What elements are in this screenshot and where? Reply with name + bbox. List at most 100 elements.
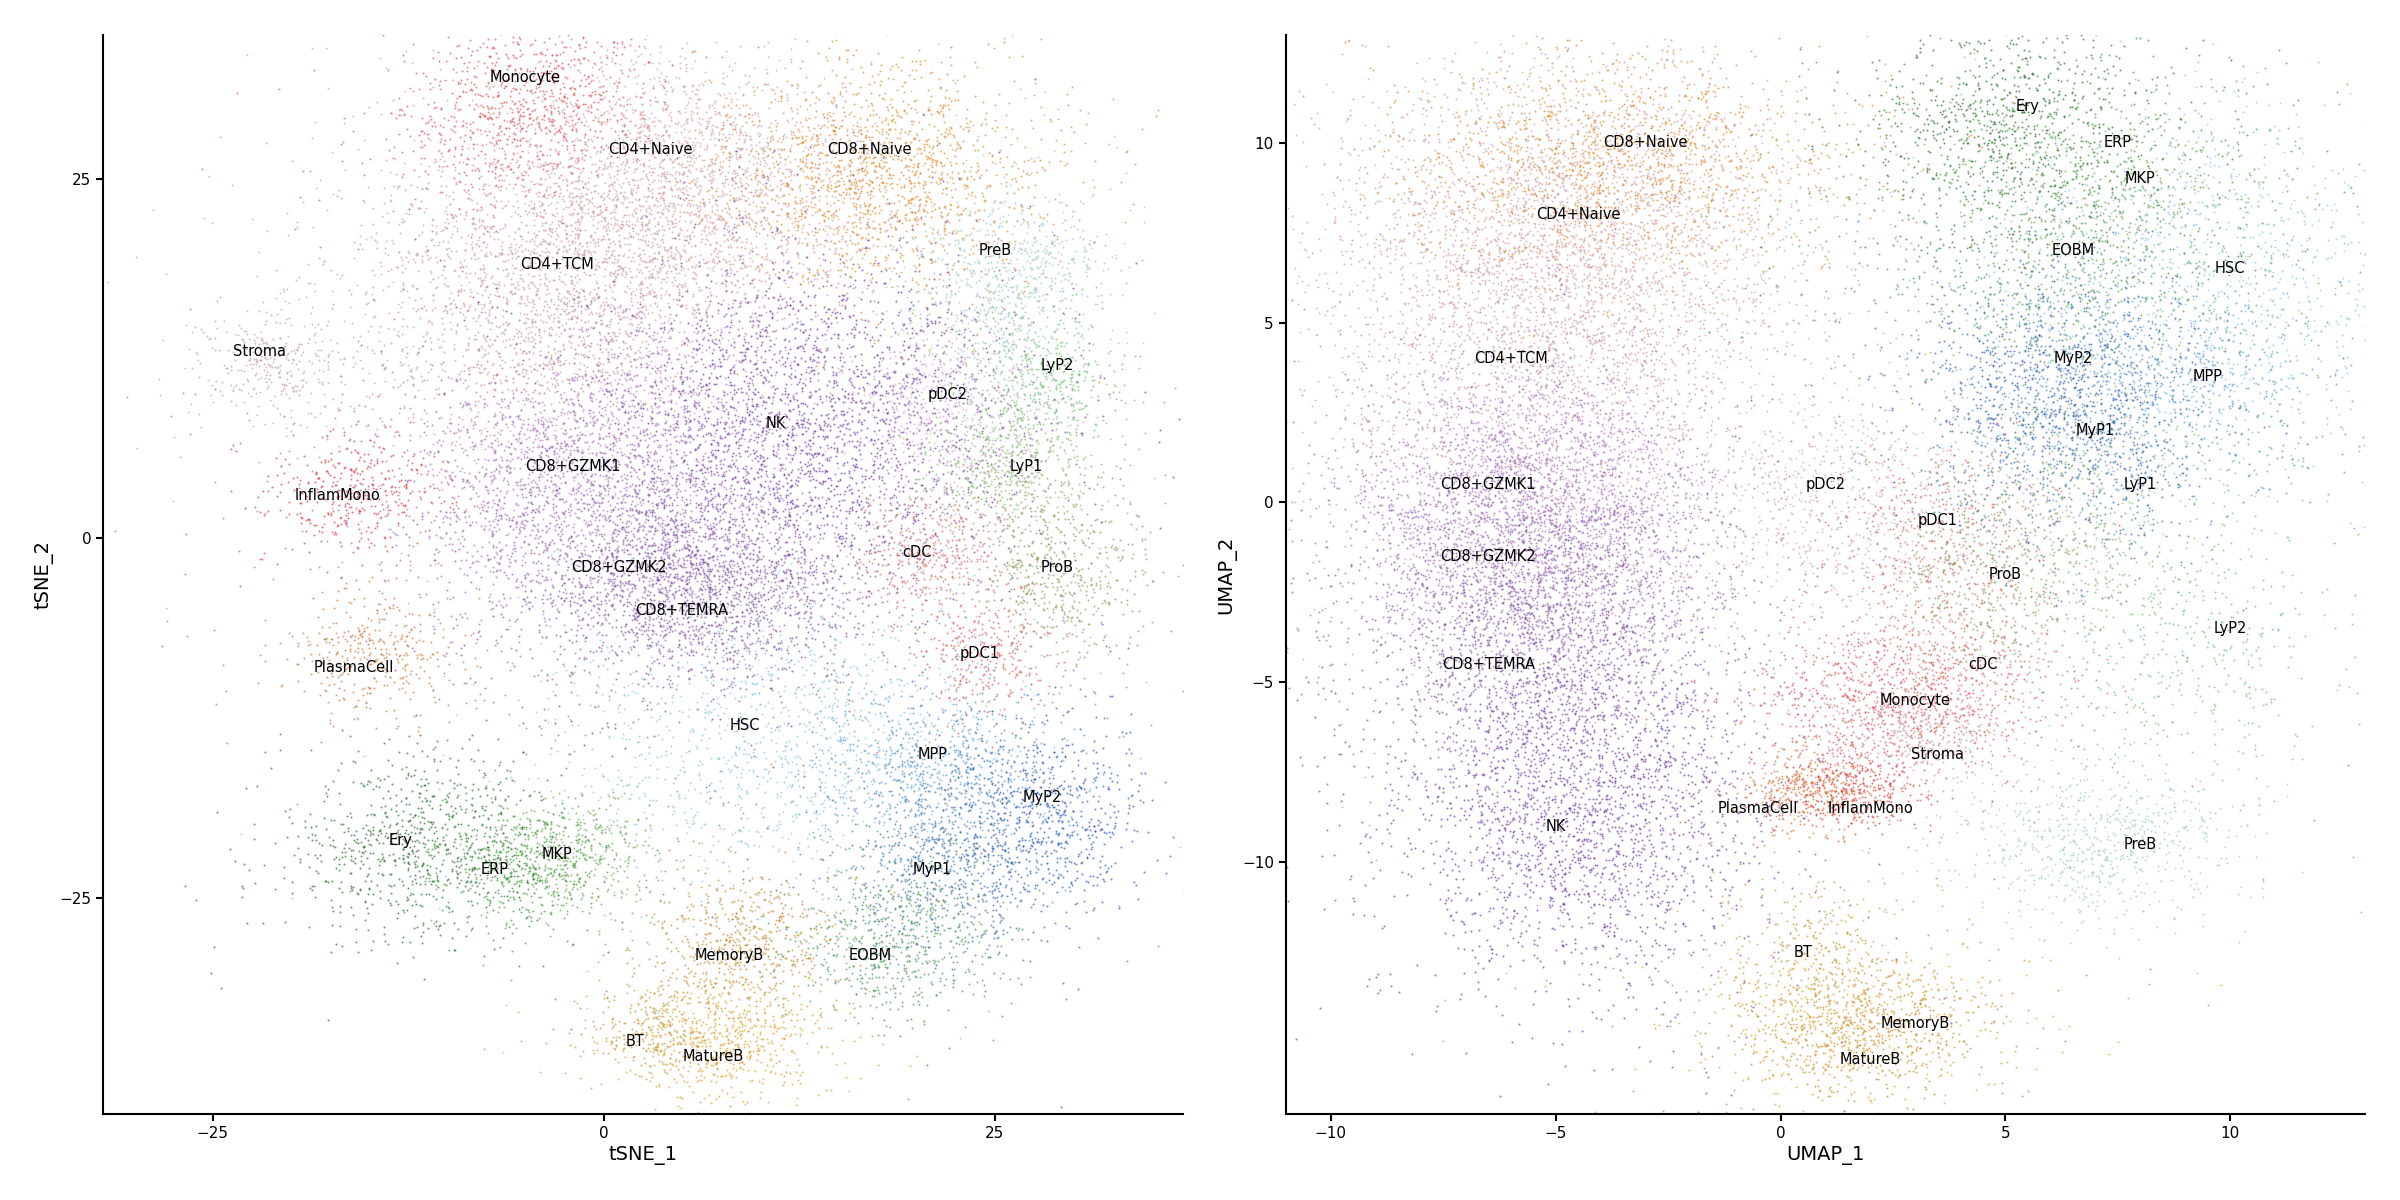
Point — [797, 173, 835, 192]
Point — [1680, 654, 1718, 673]
Point — [2378, 276, 2400, 295]
Point — [986, 402, 1025, 421]
Point — [1699, 168, 1738, 187]
Point — [312, 629, 350, 648]
Point — [1651, 569, 1690, 588]
Point — [1764, 524, 1802, 544]
Point — [1567, 428, 1606, 448]
Point — [1560, 562, 1598, 581]
Point — [1954, 497, 1992, 516]
Point — [718, 209, 756, 228]
Point — [1680, 244, 1718, 263]
Point — [638, 332, 677, 352]
Point — [449, 470, 487, 490]
Point — [1634, 164, 1673, 184]
Point — [691, 485, 730, 504]
Point — [482, 7, 521, 26]
Point — [1829, 1033, 1867, 1052]
Point — [334, 402, 372, 421]
Point — [1937, 613, 1975, 632]
Point — [1046, 155, 1085, 174]
Point — [722, 383, 761, 402]
Point — [1728, 1067, 1766, 1086]
Point — [1817, 950, 1855, 970]
Point — [814, 653, 852, 672]
Point — [1442, 635, 1481, 654]
Point — [1450, 389, 1488, 408]
Point — [2146, 763, 2184, 782]
Point — [718, 529, 756, 548]
Point — [1474, 160, 1512, 179]
Point — [2076, 142, 2114, 161]
Point — [1548, 773, 1586, 792]
Point — [593, 287, 631, 306]
Point — [1478, 454, 1517, 473]
Point — [1044, 581, 1082, 600]
Point — [384, 276, 422, 295]
Point — [1517, 385, 1555, 404]
Point — [1589, 145, 1627, 164]
Point — [1447, 218, 1486, 238]
Point — [624, 296, 662, 316]
Point — [910, 724, 948, 743]
Point — [648, 97, 686, 116]
Point — [578, 433, 617, 452]
Point — [694, 516, 732, 535]
Point — [1618, 439, 1656, 458]
Point — [528, 556, 566, 575]
Point — [2371, 329, 2400, 348]
Point — [583, 527, 622, 546]
Point — [1450, 558, 1488, 577]
Point — [1334, 487, 1373, 506]
Point — [1486, 636, 1524, 655]
Point — [550, 744, 588, 763]
Point — [1778, 1033, 1817, 1052]
Point — [1956, 395, 1994, 414]
Point — [768, 1055, 806, 1074]
Point — [2018, 329, 2057, 348]
Point — [1793, 311, 1831, 330]
Point — [593, 502, 631, 521]
Point — [1584, 914, 1622, 934]
Point — [413, 314, 451, 334]
Point — [1627, 104, 1666, 124]
Point — [1598, 506, 1637, 526]
Point — [746, 1060, 785, 1079]
Point — [581, 846, 619, 865]
Point — [329, 649, 367, 668]
Point — [684, 463, 722, 482]
Point — [1505, 448, 1543, 467]
Point — [814, 362, 852, 382]
Point — [1567, 164, 1606, 184]
Point — [1586, 256, 1625, 275]
Point — [595, 197, 634, 216]
Point — [2249, 337, 2287, 356]
Point — [703, 924, 742, 943]
Point — [2196, 734, 2234, 754]
Point — [1553, 542, 1591, 562]
Point — [2369, 236, 2400, 256]
Point — [1723, 562, 1762, 581]
Point — [970, 144, 1008, 163]
Point — [2011, 560, 2050, 580]
Point — [2227, 83, 2266, 102]
Point — [888, 499, 926, 518]
Point — [475, 426, 514, 445]
Point — [1562, 744, 1601, 763]
Point — [1363, 520, 1402, 539]
Point — [607, 144, 646, 163]
Point — [1546, 539, 1584, 558]
Point — [2129, 355, 2167, 374]
Point — [1598, 836, 1637, 856]
Point — [934, 630, 972, 649]
Point — [2054, 178, 2093, 197]
Point — [845, 150, 883, 169]
Point — [1550, 322, 1589, 341]
Point — [970, 702, 1008, 721]
Point — [1786, 252, 1824, 271]
Point — [1507, 318, 1546, 337]
Point — [1409, 286, 1447, 305]
Point — [1954, 109, 1992, 128]
Point — [972, 456, 1010, 475]
Point — [1332, 234, 1370, 253]
